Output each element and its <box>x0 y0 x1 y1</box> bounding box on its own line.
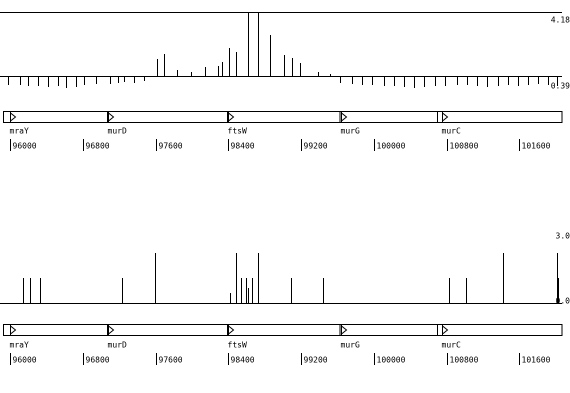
gene-arrow <box>10 112 17 122</box>
x-tick-label: 99200 <box>304 142 328 151</box>
x-tick-label: 99200 <box>304 356 328 365</box>
gene <box>228 324 341 336</box>
y-tick-label: 4.18 <box>551 16 570 25</box>
gene-label: murG <box>341 341 360 350</box>
y-tick-label: 3.0 <box>556 232 570 241</box>
gene <box>442 111 563 123</box>
gene <box>10 111 108 123</box>
gene-arrow <box>442 112 449 122</box>
gene-arrow <box>108 325 115 335</box>
gene <box>108 111 228 123</box>
gene-track <box>3 111 563 123</box>
gene <box>341 324 438 336</box>
gene-label: ftsW <box>228 127 247 136</box>
x-tick-label: 97600 <box>159 142 183 151</box>
gene-label: murD <box>108 341 127 350</box>
gene-label: murC <box>442 341 461 350</box>
gene <box>341 111 438 123</box>
x-tick-label: 98400 <box>231 356 255 365</box>
gene-label: murG <box>341 127 360 136</box>
gene-arrow <box>228 325 235 335</box>
x-tick-label: 96800 <box>86 356 110 365</box>
gene-arrow <box>10 325 17 335</box>
x-tick-label: 96800 <box>86 142 110 151</box>
x-tick-label: 101600 <box>522 356 551 365</box>
gene <box>10 324 108 336</box>
x-tick-label: 97600 <box>159 356 183 365</box>
gene-arrow <box>108 112 115 122</box>
x-tick-label: 100000 <box>377 356 406 365</box>
gene-track <box>3 324 563 336</box>
gene-label: murD <box>108 127 127 136</box>
y-tick-label: 0.39 <box>551 82 570 91</box>
x-tick-label: 100000 <box>377 142 406 151</box>
y-tick-label: 0.0 <box>556 297 570 306</box>
x-tick-label: 100800 <box>450 356 479 365</box>
x-tick-label: 96000 <box>13 142 37 151</box>
gene-label: mraY <box>10 127 29 136</box>
gene-label: mraY <box>10 341 29 350</box>
x-tick-label: 100800 <box>450 142 479 151</box>
gene-label: murC <box>442 127 461 136</box>
gene-arrow <box>341 112 348 122</box>
gene-label: ftsW <box>228 341 247 350</box>
gene-arrow <box>341 325 348 335</box>
gene-arrow <box>228 112 235 122</box>
gene-arrow <box>442 325 449 335</box>
gene <box>442 324 563 336</box>
gene <box>228 111 341 123</box>
gene <box>108 324 228 336</box>
x-tick-label: 96000 <box>13 356 37 365</box>
x-tick-label: 101600 <box>522 142 551 151</box>
x-tick-label: 98400 <box>231 142 255 151</box>
